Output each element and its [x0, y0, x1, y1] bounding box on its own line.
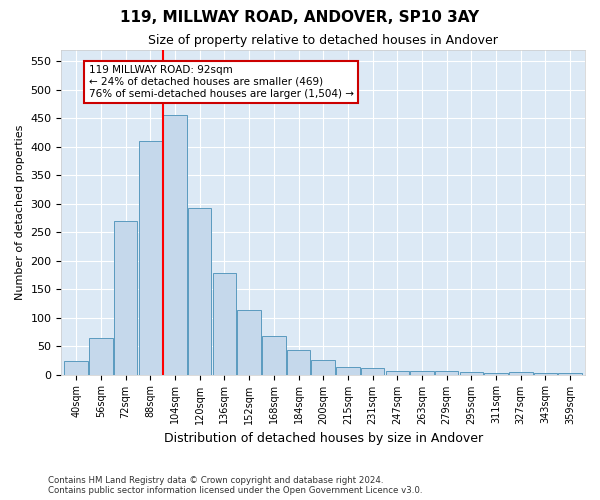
- Bar: [64, 362, 88, 374]
- Bar: [262, 336, 286, 374]
- Bar: [361, 368, 385, 374]
- Bar: [559, 373, 582, 374]
- Bar: [509, 372, 533, 374]
- Text: 119, MILLWAY ROAD, ANDOVER, SP10 3AY: 119, MILLWAY ROAD, ANDOVER, SP10 3AY: [121, 10, 479, 25]
- Bar: [336, 366, 359, 374]
- Bar: [212, 273, 236, 374]
- Y-axis label: Number of detached properties: Number of detached properties: [15, 124, 25, 300]
- Bar: [311, 360, 335, 374]
- Bar: [460, 372, 483, 374]
- Bar: [435, 370, 458, 374]
- Bar: [188, 208, 211, 374]
- X-axis label: Distribution of detached houses by size in Andover: Distribution of detached houses by size …: [164, 432, 483, 445]
- Bar: [386, 371, 409, 374]
- Text: 119 MILLWAY ROAD: 92sqm
← 24% of detached houses are smaller (469)
76% of semi-d: 119 MILLWAY ROAD: 92sqm ← 24% of detache…: [89, 66, 353, 98]
- Bar: [114, 221, 137, 374]
- Bar: [139, 141, 162, 374]
- Bar: [163, 116, 187, 374]
- Text: Contains HM Land Registry data © Crown copyright and database right 2024.
Contai: Contains HM Land Registry data © Crown c…: [48, 476, 422, 495]
- Title: Size of property relative to detached houses in Andover: Size of property relative to detached ho…: [148, 34, 498, 48]
- Bar: [238, 310, 261, 374]
- Bar: [89, 338, 113, 374]
- Bar: [287, 350, 310, 374]
- Bar: [484, 373, 508, 374]
- Bar: [410, 370, 434, 374]
